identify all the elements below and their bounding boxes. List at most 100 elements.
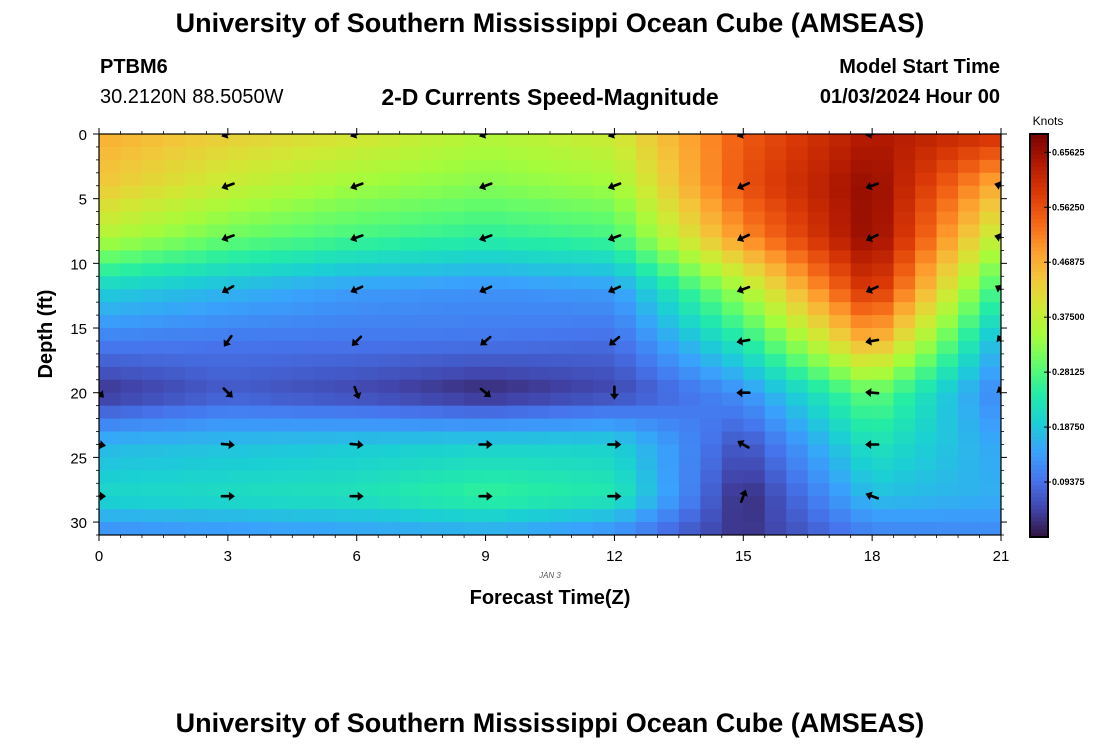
heatmap-cell — [120, 328, 143, 342]
heatmap-cell — [99, 134, 122, 148]
heatmap-cell — [635, 366, 658, 381]
colorbar-segment — [1030, 283, 1048, 288]
heatmap-cell — [292, 379, 315, 394]
heatmap-cell — [721, 366, 744, 381]
heatmap-cell — [850, 496, 873, 510]
heatmap-cell — [550, 509, 573, 523]
heatmap-cell — [184, 237, 207, 252]
heatmap-cell — [442, 431, 465, 446]
heatmap-cell — [292, 263, 315, 277]
heatmap-cell — [421, 483, 444, 497]
heatmap-cell — [378, 470, 401, 484]
heatmap-cell — [313, 444, 336, 458]
heatmap-cell — [399, 509, 422, 523]
heatmap-cell — [571, 366, 594, 381]
heatmap-cell — [464, 315, 487, 329]
heatmap-cell — [721, 444, 744, 458]
heatmap-cell — [292, 418, 315, 433]
heatmap-cell — [678, 146, 701, 161]
colorbar-segment — [1030, 472, 1048, 478]
heatmap-cell — [700, 353, 723, 368]
heatmap-cell — [614, 289, 637, 303]
heatmap-cell — [700, 509, 723, 523]
heatmap-cell — [872, 302, 895, 316]
heatmap-cell — [120, 224, 143, 239]
heatmap-cell — [807, 198, 830, 213]
heatmap-cell — [120, 457, 143, 471]
heatmap-cell — [421, 315, 444, 329]
heatmap-cell — [635, 483, 658, 497]
heatmap-cell — [657, 379, 680, 394]
heatmap-cell — [313, 224, 336, 239]
colorbar-segment — [1030, 138, 1048, 143]
heatmap-cell — [528, 457, 551, 471]
heatmap-cell — [807, 470, 830, 484]
heatmap-cell — [141, 224, 165, 239]
heatmap-cell — [313, 405, 336, 420]
heatmap-cell — [249, 392, 272, 407]
heatmap-cell — [700, 405, 723, 420]
station-coordinates: 30.2120N 88.5050W — [100, 86, 284, 108]
colorbar-label: Knots — [1033, 114, 1064, 128]
heatmap-cell — [936, 134, 959, 148]
heatmap-cell — [507, 522, 530, 535]
heatmap-cell — [700, 328, 723, 342]
heatmap-cell — [249, 276, 272, 290]
heatmap-cell — [829, 146, 852, 161]
heatmap-cell — [700, 315, 723, 329]
heatmap-cell — [528, 315, 551, 329]
heatmap-cell — [335, 379, 358, 394]
heatmap-cell — [936, 211, 959, 226]
heatmap-cell — [592, 379, 616, 394]
heatmap-cell — [292, 457, 315, 471]
heatmap-cell — [356, 289, 379, 303]
heatmap-cell — [421, 522, 444, 535]
heatmap-cell — [872, 146, 895, 161]
heatmap-cell — [485, 289, 508, 303]
heatmap-cell — [571, 483, 594, 497]
heatmap-cell — [485, 315, 508, 329]
colorbar-segment — [1030, 146, 1048, 151]
heatmap-cell — [270, 237, 293, 252]
heatmap-cell — [614, 211, 637, 226]
heatmap-cell — [872, 159, 895, 174]
heatmap-cell — [571, 159, 594, 174]
heatmap-cell — [678, 328, 701, 342]
heatmap-cell — [313, 315, 336, 329]
heatmap-cell — [700, 250, 723, 264]
heatmap-cell — [764, 431, 787, 446]
heatmap-cell — [807, 159, 830, 174]
heatmap-cell — [528, 483, 551, 497]
heatmap-cell — [356, 470, 379, 484]
heatmap-cell — [99, 522, 122, 535]
heatmap-cell — [635, 509, 658, 523]
heatmap-cell — [227, 340, 250, 355]
heatmap-cell — [850, 276, 873, 290]
heatmap-cell — [700, 496, 723, 510]
colorbar-segment — [1030, 351, 1048, 357]
heatmap-cell — [356, 366, 379, 381]
heatmap-cell — [872, 250, 895, 264]
current-vector — [221, 233, 235, 243]
heatmap-cell — [764, 392, 787, 407]
heatmap-cell — [528, 198, 551, 213]
heatmap-cell — [292, 302, 315, 316]
heatmap-cell — [141, 353, 165, 368]
heatmap-cell — [829, 353, 852, 368]
heatmap-cell — [485, 405, 508, 420]
heatmap-cell — [141, 405, 165, 420]
heatmap-cell — [442, 315, 465, 329]
heatmap-cell — [292, 366, 315, 381]
heatmap-cell — [915, 276, 938, 290]
heatmap-cell — [786, 340, 809, 355]
heatmap-cell — [635, 431, 658, 446]
heatmap-cell — [550, 224, 573, 239]
heatmap-cell — [227, 444, 250, 458]
current-vector — [737, 440, 750, 449]
heatmap-cell — [850, 340, 873, 355]
heatmap-cell — [163, 353, 186, 368]
heatmap-cell — [485, 250, 508, 264]
heatmap-cell — [120, 470, 143, 484]
heatmap-cell — [958, 418, 981, 433]
heatmap-cell — [550, 353, 573, 368]
